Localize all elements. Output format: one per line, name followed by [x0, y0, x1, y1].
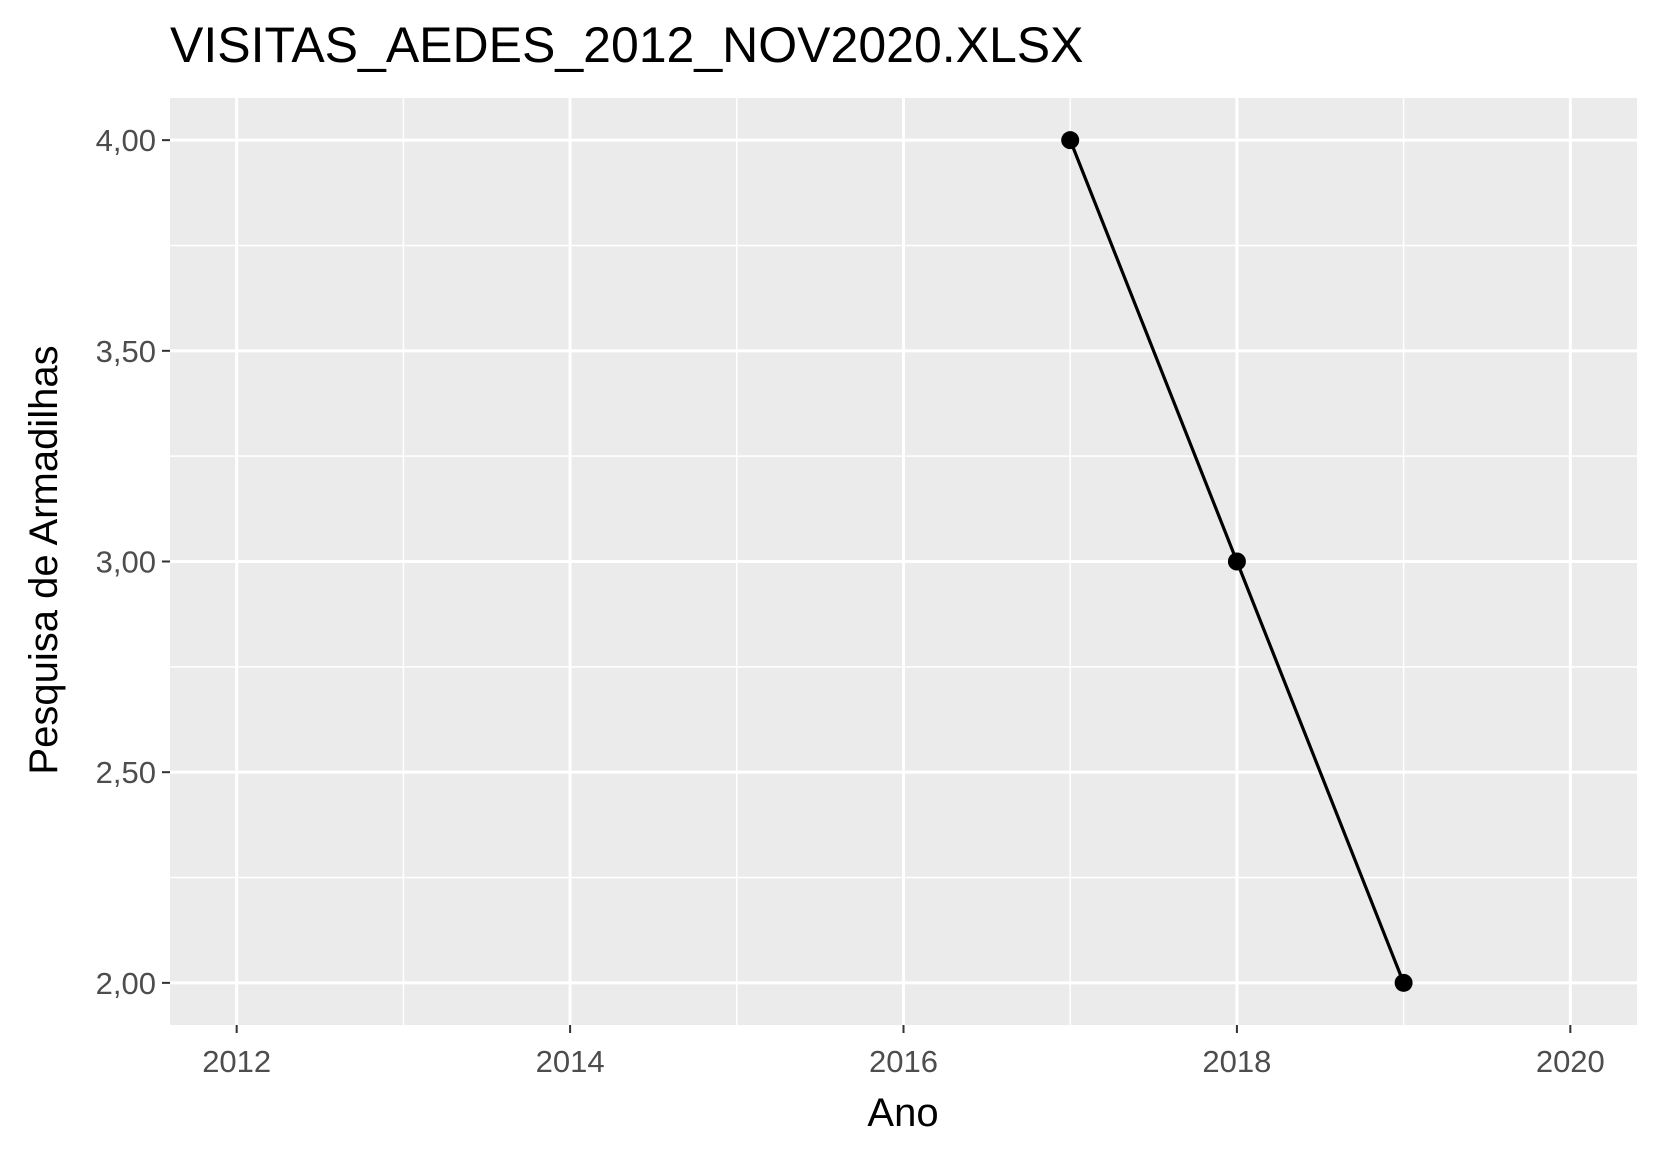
x-tick-label: 2012	[202, 1044, 271, 1079]
y-tick-label: 2,00	[96, 966, 156, 1001]
x-axis-title: Ano	[867, 1091, 938, 1135]
grid-major	[170, 98, 1637, 1025]
x-tick-label: 2020	[1536, 1044, 1605, 1079]
data-point	[1227, 552, 1246, 571]
axis-ticks: 2012 2014 2016 2018 2020 2,00 2,50 3,00 3,50 4,00	[96, 123, 1605, 1079]
series-layer	[1061, 131, 1413, 992]
chart-title: VISITAS_AEDES_2012_NOV2020.XLSX	[170, 17, 1084, 73]
data-point	[1061, 131, 1080, 150]
x-tick-label: 2014	[536, 1044, 605, 1079]
y-tick-label: 2,50	[96, 755, 156, 790]
x-tick-label: 2016	[869, 1044, 938, 1079]
y-tick-label: 3,50	[96, 334, 156, 369]
y-tick-label: 4,00	[96, 123, 156, 158]
y-tick-label: 3,00	[96, 545, 156, 580]
x-tick-label: 2018	[1202, 1044, 1271, 1079]
y-axis-title: Pesquisa de Armadilhas	[22, 345, 66, 774]
data-point	[1394, 973, 1413, 992]
